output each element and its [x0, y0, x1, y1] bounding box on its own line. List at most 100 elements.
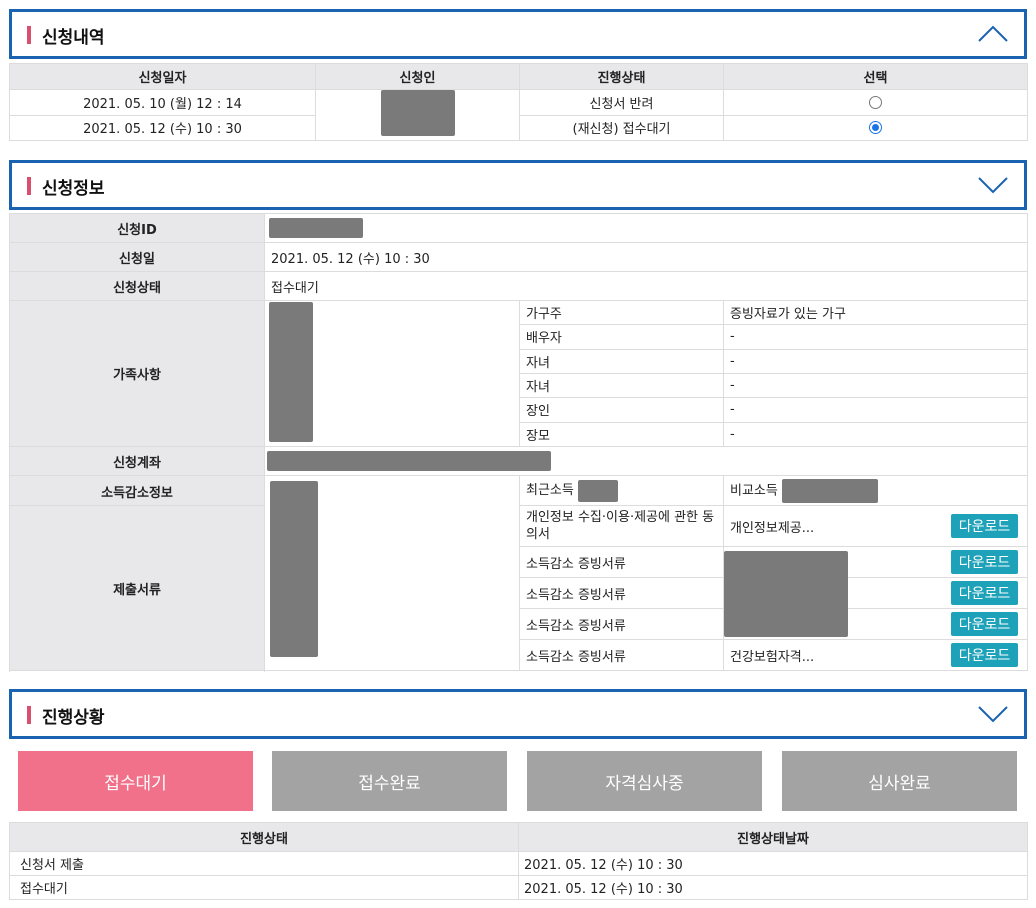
family-relation: 장모 [519, 421, 724, 448]
history-status-cell: (재신청) 접수대기 [519, 114, 724, 141]
doc-file-name: 건강보험자격... [730, 649, 815, 665]
doc-file-cell: 다운로드 [723, 546, 1028, 637]
compare-income-label: 비교소득 [730, 483, 778, 498]
table-row: 소득감소 증빙서류 건강보험자격... 다운로드 [10, 639, 1028, 671]
history-date-cell: 2021. 05. 12 (수) 10 : 30 [9, 114, 316, 141]
table-row: 장인 - [10, 397, 1028, 423]
doc-name: 소득감소 증빙서류 [519, 546, 724, 578]
progress-table: 진행상태 진행상태날짜 신청서 제출 2021. 05. 12 (수) 10 :… [9, 822, 1028, 900]
history-header-select: 선택 [723, 63, 1028, 90]
download-button[interactable]: 다운로드 [951, 612, 1018, 636]
redacted-block [781, 478, 878, 503]
history-table: 신청일자 신청인 진행상태 선택 2021. 05. 10 (월) 12 : 1… [9, 63, 1028, 141]
table-row: 접수대기 2021. 05. 12 (수) 10 : 30 [9, 875, 1028, 900]
chevron-down-icon[interactable] [976, 702, 1010, 726]
family-note: - [723, 421, 1028, 448]
table-row: 제출서류 개인정보 수집·이용·제공에 관한 동의서 개인정보제공... 다운로… [9, 505, 1028, 671]
label-account: 신청계좌 [9, 446, 265, 476]
progress-section-header[interactable]: 진행상황 [9, 689, 1027, 739]
history-section-header[interactable]: 신청내역 [9, 9, 1027, 59]
section-accent-bar [27, 177, 31, 195]
history-date-cell: 2021. 05. 10 (월) 12 : 14 [9, 89, 316, 116]
application-id-value [264, 213, 1028, 243]
info-table: 신청ID 신청일 2021. 05. 12 (수) 10 : 30 신청상태 접… [9, 213, 1028, 671]
progress-status-cell: 접수대기 [9, 875, 519, 900]
redacted-block [380, 90, 455, 136]
recent-income-cell: 최근소득 [519, 475, 724, 506]
table-row: 소득감소정보 최근소득 비교소득 [9, 475, 1028, 671]
download-button[interactable]: 다운로드 [951, 581, 1018, 605]
select-radio-checked[interactable] [869, 121, 882, 135]
info-section-header[interactable]: 신청정보 [9, 160, 1027, 210]
section-accent-bar [27, 26, 31, 44]
label-family: 가족사항 [9, 300, 265, 447]
history-header-date: 신청일자 [9, 63, 316, 90]
doc-name: 소득감소 증빙서류 [519, 639, 724, 671]
history-section-title: 신청내역 [42, 28, 105, 48]
docs-files-cell [264, 475, 520, 671]
table-row: 장모 - [10, 421, 1028, 448]
doc-file-name: 개인정보제공... [730, 520, 815, 536]
info-row-account: 신청계좌 [9, 446, 1028, 476]
family-relation: 배우자 [519, 324, 724, 350]
progress-table-header-row: 진행상태 진행상태날짜 [9, 822, 1028, 852]
info-row-date: 신청일 2021. 05. 12 (수) 10 : 30 [9, 242, 1028, 272]
family-relation: 장인 [519, 397, 724, 423]
recent-income-label: 최근소득 [526, 483, 574, 499]
doc-name: 소득감소 증빙서류 [519, 577, 724, 609]
redacted-block [577, 479, 618, 502]
table-row: 자녀 - [10, 348, 1028, 374]
label-application-status: 신청상태 [9, 271, 265, 301]
family-note: - [723, 372, 1028, 399]
step-received-waiting: 접수대기 [18, 751, 253, 811]
info-row-id: 신청ID [9, 213, 1028, 243]
info-row-status: 신청상태 접수대기 [9, 271, 1028, 301]
applicant-cell [315, 89, 520, 141]
history-header-applicant: 신청인 [315, 63, 520, 90]
table-row[interactable]: 2021. 05. 12 (수) 10 : 30 (재신청) 접수대기 [9, 114, 1028, 141]
redacted-block [267, 451, 551, 471]
progress-date-cell: 2021. 05. 12 (수) 10 : 30 [518, 851, 1028, 876]
table-row[interactable]: 2021. 05. 10 (월) 12 : 14 신청서 반려 [9, 89, 1028, 141]
family-relation: 가구주 [519, 299, 724, 326]
download-button[interactable]: 다운로드 [951, 514, 1018, 538]
family-note: - [723, 348, 1028, 374]
family-relation: 자녀 [519, 372, 724, 399]
history-select-cell [723, 89, 1028, 116]
label-submitted-docs: 제출서류 [9, 505, 265, 671]
doc-name: 개인정보 수집·이용·제공에 관한 동의서 [519, 505, 724, 547]
progress-header-status: 진행상태 [9, 822, 519, 852]
history-select-cell [723, 114, 1028, 141]
progress-section-title: 진행상황 [42, 708, 105, 728]
table-row: 가족사항 가구주 증빙자료가 있는 가구 [9, 299, 1028, 447]
doc-name: 소득감소 증빙서류 [519, 608, 724, 640]
family-note: - [723, 397, 1028, 423]
history-status-cell: 신청서 반려 [519, 89, 724, 116]
table-row: 자녀 - [10, 372, 1028, 399]
chevron-up-icon[interactable] [976, 22, 1010, 46]
label-application-date: 신청일 [9, 242, 265, 272]
application-status-value: 접수대기 [264, 271, 1028, 301]
application-date-value: 2021. 05. 12 (수) 10 : 30 [264, 242, 1028, 272]
progress-date-cell: 2021. 05. 12 (수) 10 : 30 [518, 875, 1028, 900]
download-button[interactable]: 다운로드 [951, 550, 1018, 574]
label-income-decrease: 소득감소정보 [9, 475, 265, 506]
family-note: 증빙자료가 있는 가구 [723, 299, 1028, 326]
section-accent-bar [27, 706, 31, 724]
table-row: 신청서 제출 2021. 05. 12 (수) 10 : 30 [9, 851, 1028, 876]
chevron-down-icon[interactable] [976, 173, 1010, 197]
redacted-block [269, 218, 363, 238]
family-relation: 자녀 [519, 348, 724, 374]
doc-file-cell: 다운로드 [723, 608, 1028, 640]
download-button[interactable]: 다운로드 [951, 643, 1018, 667]
progress-header-date: 진행상태날짜 [518, 822, 1028, 852]
redacted-block [269, 302, 313, 442]
doc-file-cell: 개인정보제공... 다운로드 [723, 505, 1028, 547]
account-value [264, 446, 1028, 476]
history-header-status: 진행상태 [519, 63, 724, 90]
progress-status-cell: 신청서 제출 [9, 851, 519, 876]
select-radio[interactable] [869, 95, 882, 109]
family-note: - [723, 324, 1028, 350]
step-review-complete: 심사완료 [782, 751, 1017, 811]
doc-file-cell: 다운로드 [723, 577, 1028, 609]
